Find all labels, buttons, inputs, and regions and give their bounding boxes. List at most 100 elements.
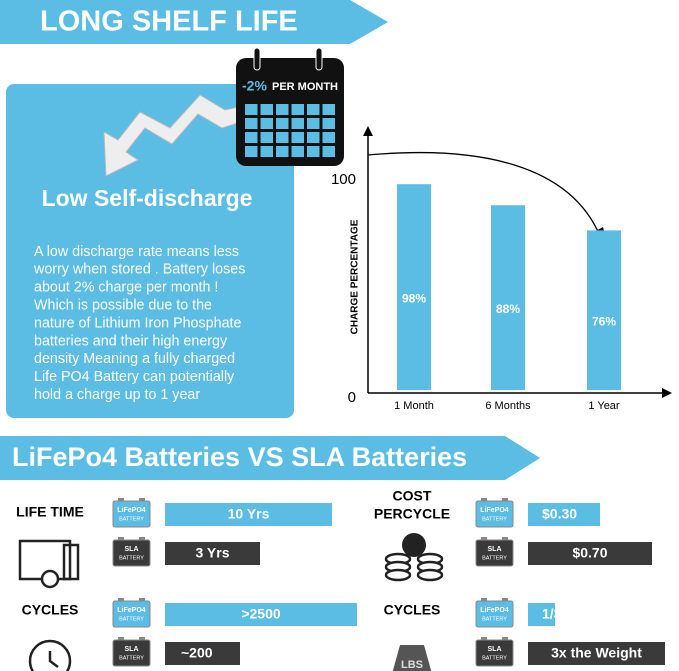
battery-icon xyxy=(475,639,514,667)
battery-icon xyxy=(475,600,514,628)
comparisons: LIFE TIME LiFePO4 BATTERY SLA BATTERY 10 Yrs 3… xyxy=(16,488,665,671)
calendar-cell xyxy=(322,132,335,143)
calendar-cell xyxy=(291,118,304,129)
panel-line: density Meaning a fully charged xyxy=(34,351,235,367)
battery-terminal xyxy=(118,498,124,501)
icon xyxy=(384,568,412,582)
calendar-cell xyxy=(245,118,258,129)
banner-compare: LiFePo4 Batteries VS SLA Batteries xyxy=(12,442,467,472)
icon xyxy=(40,569,60,589)
sla-value: ~200 xyxy=(181,645,213,661)
value-label: 88% xyxy=(496,302,520,316)
battery-terminal xyxy=(481,537,487,540)
panel-heading: Low Self-discharge xyxy=(42,185,253,211)
axis-arrow xyxy=(363,126,373,136)
battery-terminal xyxy=(481,498,487,501)
lifepo4-bar xyxy=(528,603,555,626)
calendar-ring xyxy=(315,47,323,71)
battery-word: BATTERY xyxy=(482,555,507,561)
x-tick-label: 1 Month xyxy=(394,400,434,412)
battery-type: LiFePO4 xyxy=(480,607,509,614)
panel-line: nature of Lithium Iron Phosphate xyxy=(34,315,241,331)
axis-arrow xyxy=(662,388,672,398)
sla-bar xyxy=(165,642,240,665)
battery-icon xyxy=(112,600,151,628)
calendar-period: PER MONTH xyxy=(272,81,338,93)
calendar-cell xyxy=(276,146,289,157)
comparison-title: CYCLES xyxy=(384,602,441,618)
battery-type: LiFePO4 xyxy=(117,607,146,614)
battery-type: SLA xyxy=(125,646,139,653)
calendar-cell xyxy=(245,104,258,115)
calendar-ring xyxy=(253,47,261,71)
icon xyxy=(28,639,72,671)
value-label: 76% xyxy=(592,314,616,328)
calendar-cell xyxy=(307,104,320,115)
icon xyxy=(402,533,426,557)
sla-bar xyxy=(165,542,260,565)
battery-icon xyxy=(475,500,514,528)
comparison-title: PERCYCLE xyxy=(374,506,450,522)
calendar-cell xyxy=(322,118,335,129)
calendar-cell xyxy=(276,104,289,115)
battery-icon xyxy=(112,500,151,528)
battery-terminal xyxy=(139,598,145,601)
bar xyxy=(587,230,621,390)
battery-word: BATTERY xyxy=(482,516,507,522)
battery-terminal xyxy=(502,637,508,640)
battery-word: BATTERY xyxy=(119,655,144,661)
lifepo4-bar xyxy=(165,603,357,626)
icon xyxy=(62,543,80,581)
calendar-cell xyxy=(307,118,320,129)
sla-value: 3 Yrs xyxy=(196,545,230,561)
calendar-grid xyxy=(245,104,335,157)
panel-line: hold a charge up to 1 year xyxy=(34,387,200,403)
lifepo4-value: 10 Yrs xyxy=(228,506,270,522)
panel-line: worry when stored . Battery loses xyxy=(33,262,245,278)
battery-terminal xyxy=(502,498,508,501)
comparison-title: LIFE TIME xyxy=(16,504,84,520)
calendar-rate: -2% xyxy=(242,78,267,94)
calendar-cell xyxy=(260,104,273,115)
lifepo4-value: 1/3 xyxy=(542,606,562,622)
banner-top-shape xyxy=(0,0,388,44)
calendar-cell xyxy=(245,146,258,157)
sla-bar xyxy=(528,642,665,665)
battery-word: BATTERY xyxy=(119,516,144,522)
icon xyxy=(48,651,59,668)
battery-terminal xyxy=(502,598,508,601)
calendar-cell xyxy=(291,104,304,115)
battery-word: BATTERY xyxy=(119,616,144,622)
calendar-cell xyxy=(322,104,335,115)
chart: CHARGE PERCENTAGE 0 100 98% 1 Month 88% 6 Mon… xyxy=(331,126,672,412)
calendar-cell xyxy=(245,132,258,143)
panel-line: Life PO4 Battery can potentially xyxy=(34,369,235,385)
battery-type: SLA xyxy=(488,546,502,553)
calendar-cell xyxy=(307,146,320,157)
lifepo4-value: >2500 xyxy=(241,606,281,622)
value-label: 98% xyxy=(402,291,426,305)
battery-terminal xyxy=(139,498,145,501)
trend-arrow xyxy=(367,151,601,237)
lifepo4-value: $0.30 xyxy=(542,506,577,522)
comparison-title: CYCLES xyxy=(22,602,79,618)
battery-terminal xyxy=(118,537,124,540)
x-tick-label: 1 Year xyxy=(588,400,620,412)
battery-word: BATTERY xyxy=(482,655,507,661)
sla-value: $0.70 xyxy=(572,545,607,561)
panel-line: A low discharge rate means less xyxy=(34,244,239,260)
y-axis-label: CHARGE PERCENTAGE xyxy=(350,219,361,334)
panel-line: batteries and their high energy xyxy=(34,333,228,349)
panel-line: Which is possible due to the xyxy=(34,297,212,313)
calendar-cell xyxy=(260,146,273,157)
battery-icon xyxy=(112,539,151,567)
battery-word: BATTERY xyxy=(119,555,144,561)
battery-terminal xyxy=(118,598,124,601)
battery-type: SLA xyxy=(125,546,139,553)
battery-icon xyxy=(475,539,514,567)
weight-label: LBS xyxy=(401,659,423,671)
panel-line: about 2% charge per month ! xyxy=(34,280,218,296)
calendar-cell xyxy=(291,132,304,143)
